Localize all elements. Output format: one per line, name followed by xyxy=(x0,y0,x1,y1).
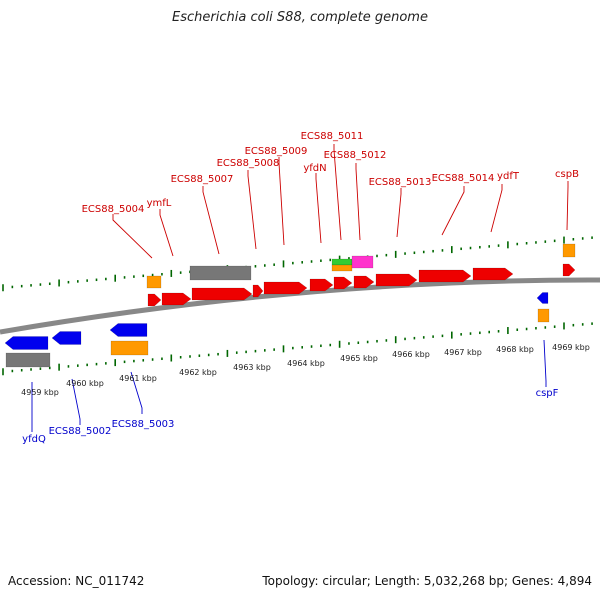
leader-line xyxy=(202,186,220,255)
forward-gene-arrow xyxy=(309,278,334,292)
accession-label: Accession: NC_011742 xyxy=(8,574,145,588)
leader-line xyxy=(396,188,402,238)
leader-line xyxy=(566,181,569,231)
forward-gene-label: ECS88_5008 xyxy=(217,158,280,169)
label-leaders xyxy=(31,144,569,432)
reverse-gene-arrow xyxy=(536,292,549,304)
forward-gene-arrow xyxy=(353,275,375,289)
forward-gene-arrow xyxy=(161,292,192,306)
forward-gene-label: ECS88_5004 xyxy=(82,204,145,215)
forward-gene-arrow xyxy=(147,293,162,307)
leader-line xyxy=(159,209,174,257)
reverse-gene-label: yfdQ xyxy=(22,434,46,445)
scale-label: 4966 kbp xyxy=(392,350,430,359)
grey-feature-box xyxy=(5,352,51,368)
reverse-gene-arrow xyxy=(4,336,49,350)
leader-line xyxy=(490,184,503,233)
forward-gene-label: ECS88_5012 xyxy=(324,150,387,161)
leader-line xyxy=(247,170,257,250)
forward-gene-arrow xyxy=(263,281,308,295)
forward-gene-label: ymfL xyxy=(147,198,172,209)
forward-gene-label: ydfT xyxy=(497,171,520,182)
orange-feature-box xyxy=(146,275,162,289)
orange-feature-box xyxy=(110,340,149,356)
scale-label: 4961 kbp xyxy=(119,374,157,383)
reverse-gene-label: cspF xyxy=(536,388,559,399)
leader-line xyxy=(543,339,547,387)
leader-line xyxy=(112,214,153,259)
reverse-gene-arrow xyxy=(109,323,148,337)
scale-label: 4962 kbp xyxy=(179,368,217,377)
scale-label: 4967 kbp xyxy=(444,348,482,357)
grey-feature-box xyxy=(189,265,252,281)
leader-line xyxy=(441,186,465,236)
scale-label: 4968 kbp xyxy=(496,345,534,354)
forward-gene-label: ECS88_5007 xyxy=(171,174,234,185)
forward-gene-label: ECS88_5011 xyxy=(301,131,364,142)
map-title: Escherichia coli S88, complete genome xyxy=(172,10,428,25)
green-feature-box xyxy=(331,258,353,266)
forward-gene-label: ECS88_5009 xyxy=(245,146,308,157)
leader-line xyxy=(315,173,322,244)
forward-gene-arrow xyxy=(562,263,576,277)
leader-line xyxy=(278,157,285,246)
forward-gene-arrow xyxy=(418,269,472,283)
magenta-feature-box xyxy=(351,255,374,269)
gene-labels: ECS88_5004ymfLECS88_5007ECS88_5008ECS88_… xyxy=(22,131,579,445)
forward-gene-label: ECS88_5013 xyxy=(369,177,432,188)
forward-gene-arrow xyxy=(472,267,514,281)
orange-feature-box xyxy=(562,243,576,258)
scale-labels: 4959 kbp 4960 kbp 4961 kbp 4962 kbp 4963 kbp… xyxy=(21,343,590,397)
genome-summary: Topology: circular; Length: 5,032,268 bp… xyxy=(262,574,592,588)
reverse-gene-label: ECS88_5003 xyxy=(112,419,175,430)
scale-label: 4965 kbp xyxy=(340,354,378,363)
leader-line xyxy=(130,371,143,414)
forward-gene-label: yfdN xyxy=(303,163,326,174)
scale-label: 4964 kbp xyxy=(287,359,325,368)
tick-marks xyxy=(2,236,593,376)
forward-gene-label: cspB xyxy=(555,169,579,180)
orange-feature-box xyxy=(331,264,353,272)
genome-backbone xyxy=(0,277,600,335)
forward-gene-arrow xyxy=(375,273,418,287)
forward-gene-arrow xyxy=(252,284,264,298)
leader-line xyxy=(333,144,342,241)
forward-gene-label: ECS88_5014 xyxy=(432,173,495,184)
scale-label: 4969 kbp xyxy=(552,343,590,352)
leader-line xyxy=(355,163,361,241)
reverse-gene-label: ECS88_5002 xyxy=(49,426,112,437)
reverse-gene-arrow xyxy=(51,331,82,345)
scale-label: 4963 kbp xyxy=(233,363,271,372)
scale-label: 4959 kbp xyxy=(21,388,59,397)
feature-boxes xyxy=(4,243,576,368)
orange-feature-box xyxy=(537,308,550,323)
leader-line xyxy=(71,378,81,425)
scale-label: 4960 kbp xyxy=(66,379,104,388)
forward-gene-arrow xyxy=(333,276,353,290)
forward-gene-arrow xyxy=(191,287,253,301)
